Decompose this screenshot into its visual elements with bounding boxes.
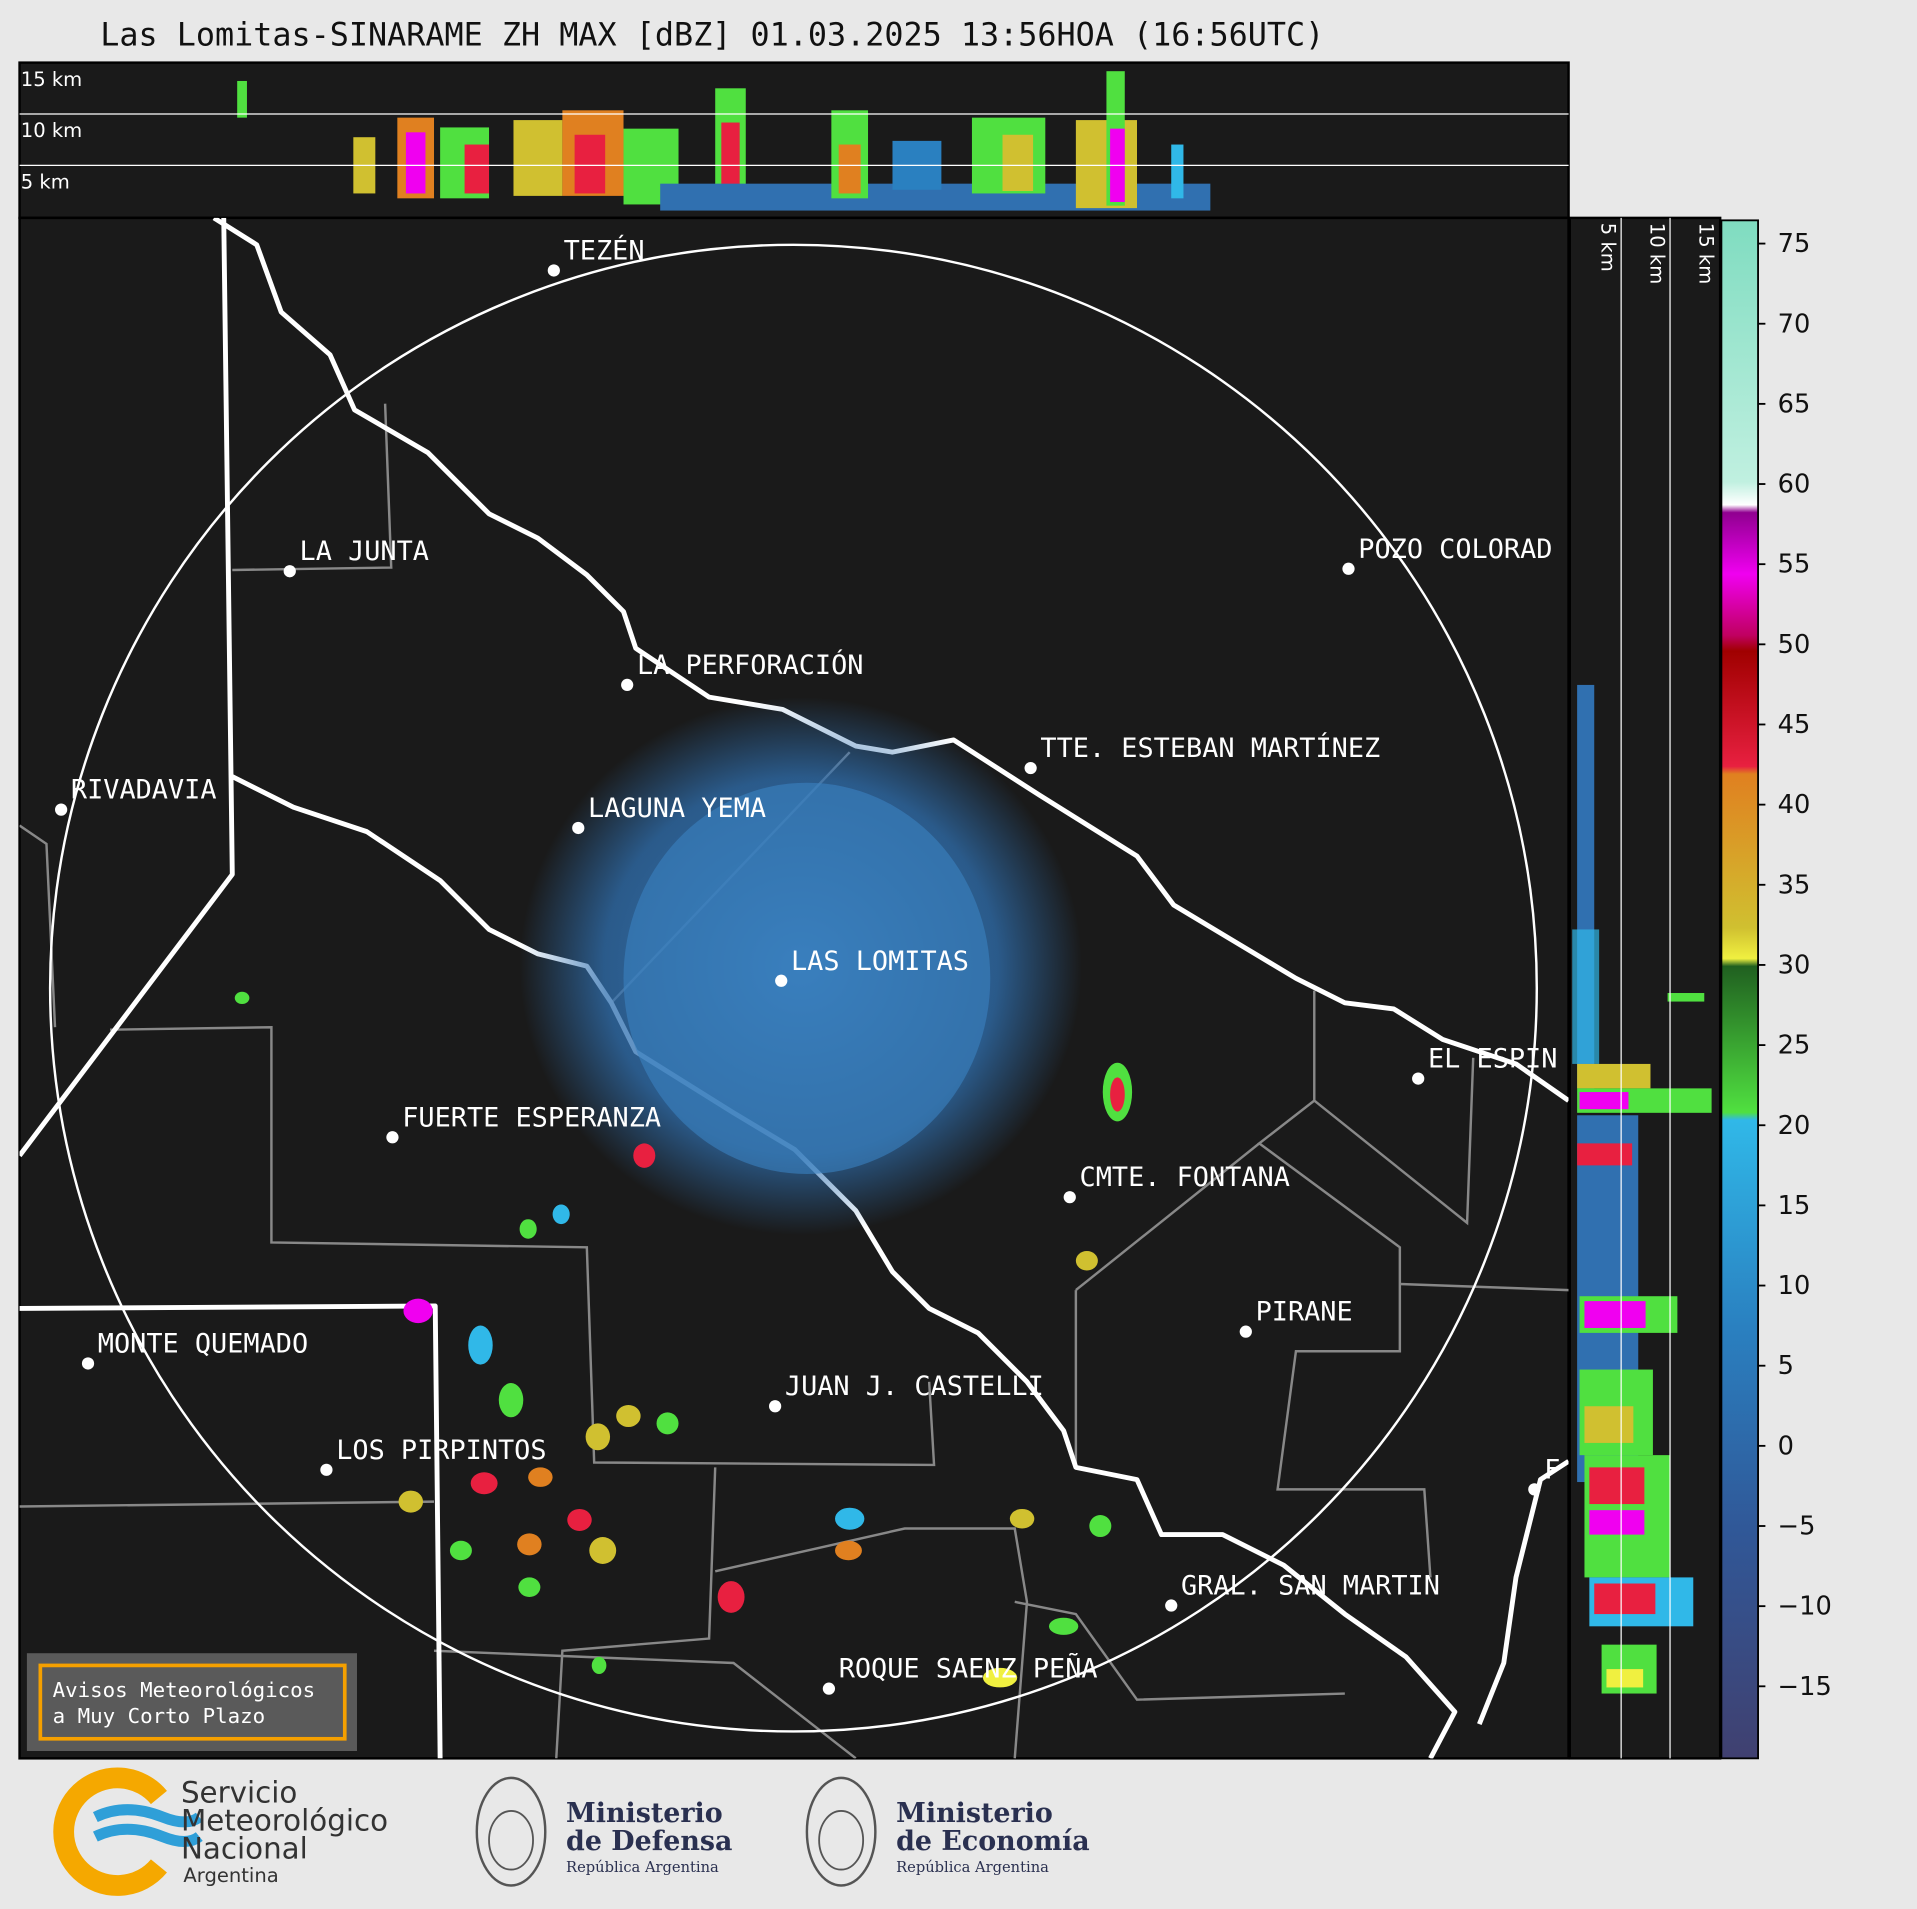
place-label: PIRANE (1256, 1297, 1353, 1328)
warning-text: Avisos Meteorológicos (53, 1678, 316, 1702)
place-marker (822, 1682, 836, 1695)
colorbar-tick-label: 35 (1778, 870, 1811, 900)
colorbar-tick-label: 25 (1778, 1031, 1811, 1061)
colorbar-scale (1720, 219, 1759, 1760)
place-label: ROQUE SAENZ PEÑA (839, 1653, 1098, 1685)
map: TEZÉN LA JUNTA POZO COLORAD LA PERFORACIÓN T… (18, 216, 1570, 1760)
colorbar-tick-label: 50 (1778, 630, 1811, 660)
top-profile: 15 km 10 km 5 km (18, 61, 1570, 220)
colorbar-tick-label: 5 (1778, 1351, 1794, 1381)
place-label: TEZÉN (564, 234, 645, 266)
logo-text: Ministerio (566, 1798, 723, 1829)
profile-label: 10 km (1645, 223, 1668, 284)
logo-text: Meteorológico (181, 1803, 388, 1837)
place-label: GRAL. SAN MARTIN (1181, 1571, 1440, 1602)
places: TEZÉN LA JUNTA POZO COLORAD LA PERFORACIÓN T… (55, 234, 1560, 1695)
colorbar-tick-label: −15 (1778, 1672, 1832, 1702)
place-label: LAS LOMITAS (791, 946, 969, 977)
top-echoes (237, 71, 1211, 211)
warning-box-border (38, 1663, 347, 1741)
side-profile: 5 km 10 km 15 km (1568, 216, 1722, 1760)
place-marker (1165, 1599, 1178, 1612)
profile-label: 5 km (21, 171, 70, 194)
economia-logo: Ministerio de Economía República Argenti… (805, 1776, 1090, 1887)
map-content: TEZÉN LA JUNTA POZO COLORAD LA PERFORACIÓN T… (19, 217, 1569, 1759)
place-marker (386, 1131, 399, 1144)
colorbar-tick-label: 60 (1778, 470, 1811, 500)
place-label: MONTE QUEMADO (98, 1328, 308, 1359)
profile-label: 5 km (1597, 223, 1620, 272)
place-marker (769, 1400, 782, 1413)
title: Las Lomitas-SINARAME ZH MAX [dBZ] 01.03.… (100, 18, 1324, 54)
place-label: LAGUNA YEMA (588, 793, 766, 824)
side-echoes (1572, 684, 1712, 1694)
colorbar-tick-label: 0 (1778, 1431, 1794, 1461)
place-marker (572, 821, 585, 835)
place-marker (1528, 1483, 1541, 1496)
place-marker (775, 974, 788, 987)
colorbar-tick-label: 75 (1778, 229, 1811, 259)
colorbar-tick-label: 15 (1778, 1191, 1811, 1221)
defensa-logo: Ministerio de Defensa República Argentin… (475, 1776, 732, 1887)
logos: Servicio Meteorológico Nacional Argentin… (53, 1767, 1090, 1896)
colorbar-tick-label: 55 (1778, 550, 1811, 580)
place-label: CMTE. FONTANA (1080, 1162, 1290, 1193)
place-marker (1239, 1325, 1252, 1338)
place-marker (1024, 761, 1037, 775)
echoes (234, 697, 1133, 1688)
logo-text: de Economía (896, 1826, 1090, 1857)
place-label: FUERTE ESPERANZA (402, 1102, 661, 1133)
logo-text: Servicio (181, 1775, 297, 1809)
profile-label: 15 km (21, 68, 82, 91)
place-label: JUAN J. CASTELLI (785, 1371, 1044, 1402)
colorbar-tick-label: 45 (1778, 710, 1811, 740)
smn-logo: Servicio Meteorológico Nacional Argentin… (53, 1767, 388, 1896)
colorbar-tick-label: 30 (1778, 950, 1811, 980)
warning-text: a Muy Corto Plazo (53, 1704, 266, 1728)
place-marker (1342, 562, 1355, 575)
logo-text: República Argentina (566, 1859, 719, 1876)
place-label: F (1544, 1454, 1560, 1485)
warning-box-bg (26, 1653, 357, 1752)
place-marker (283, 565, 296, 578)
place-label: RIVADAVIA (71, 775, 217, 806)
warning-box: Avisos Meteorológicos a Muy Corto Plazo (26, 1653, 357, 1752)
place-label: POZO COLORAD (1358, 534, 1552, 565)
logo-text: República Argentina (896, 1859, 1049, 1876)
place-label: LA PERFORACIÓN (637, 649, 864, 681)
place-label: EL ESPIN (1428, 1044, 1557, 1075)
place-marker (55, 803, 68, 816)
place-marker (621, 678, 634, 692)
colorbar-tick-label: −10 (1778, 1592, 1832, 1622)
place-marker (81, 1357, 95, 1370)
logo-text: Ministerio (896, 1798, 1053, 1829)
profile-label: 15 km (1694, 223, 1717, 284)
colorbar-tick-label: 65 (1778, 389, 1811, 419)
place-label: LOS PIRPINTOS (336, 1435, 546, 1466)
radar-range-ring (48, 243, 1539, 1733)
colorbar-tick-label: −5 (1778, 1512, 1816, 1542)
profile-label: 10 km (21, 119, 82, 142)
colorbar-tick-label: 20 (1778, 1111, 1811, 1141)
place-marker (320, 1463, 333, 1476)
logo-text: Argentina (183, 1864, 278, 1887)
place-label: TTE. ESTEBAN MARTÍNEZ (1040, 732, 1380, 764)
place-marker (1412, 1072, 1425, 1085)
place-marker (1063, 1191, 1076, 1204)
colorbar-tick-label: 40 (1778, 790, 1811, 820)
colorbar-tick-label: 10 (1778, 1271, 1811, 1301)
logo-text: Nacional (181, 1832, 308, 1866)
colorbar-tick-label: 70 (1778, 309, 1811, 339)
logo-text: de Defensa (566, 1826, 732, 1857)
place-label: LA JUNTA (300, 536, 429, 567)
place-marker (547, 264, 560, 277)
